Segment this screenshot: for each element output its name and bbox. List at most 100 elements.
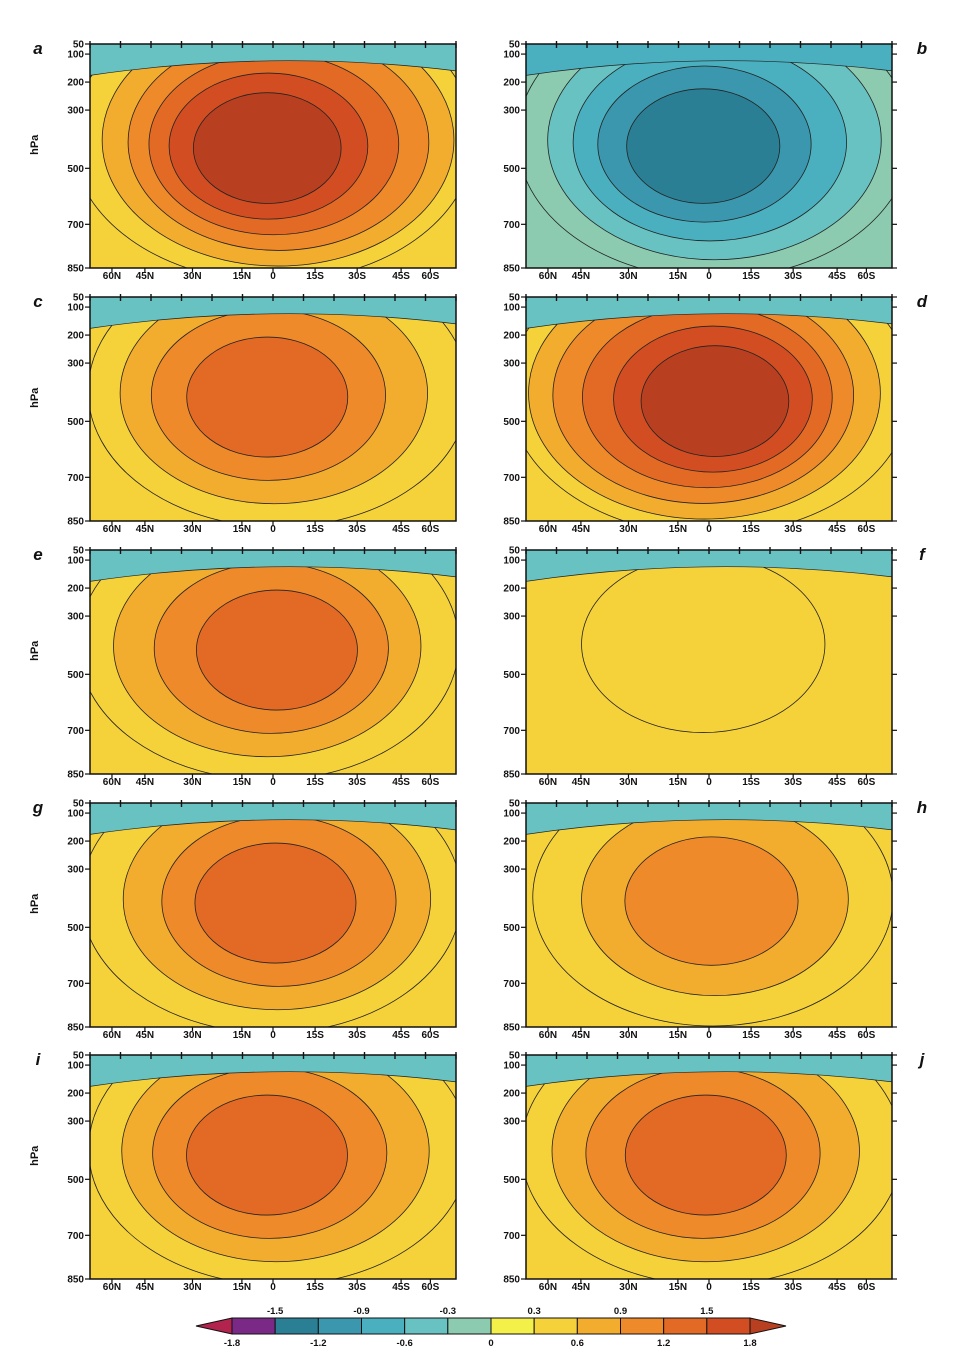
panel-letter: h [917, 798, 927, 817]
panel-letter: i [36, 1050, 42, 1069]
colorbar-upper-label: -0.3 [440, 1306, 456, 1317]
x-tick-label: 60S [857, 777, 875, 788]
x-tick-label: 15N [233, 524, 251, 535]
x-tick-label: 60N [539, 1282, 557, 1293]
panel-j-top-band [526, 1055, 892, 1087]
x-tick-label: 60S [421, 271, 439, 282]
x-tick-label: 30N [619, 1282, 637, 1293]
x-tick-label: 45S [392, 524, 410, 535]
y-tick-label: 850 [503, 1275, 520, 1286]
x-tick-label: 15S [742, 1282, 760, 1293]
panel-e-contour [196, 589, 358, 711]
x-tick-label: 15S [306, 1030, 324, 1041]
y-axis-title: hPa [29, 387, 41, 408]
x-tick-label: 0 [706, 1282, 712, 1293]
x-tick-label: 15N [233, 1282, 251, 1293]
y-tick-label: 300 [67, 865, 84, 876]
x-tick-label: 0 [270, 1282, 276, 1293]
y-tick-label: 500 [503, 1175, 520, 1186]
x-tick-label: 45S [392, 1030, 410, 1041]
x-tick-label: 60S [421, 524, 439, 535]
x-tick-label: 15N [233, 271, 251, 282]
x-tick-label: 30S [784, 777, 802, 788]
x-tick-label: 60S [421, 1282, 439, 1293]
y-tick-label: 100 [67, 556, 84, 567]
y-axis-title: hPa [29, 893, 41, 914]
x-tick-label: 30N [183, 524, 201, 535]
y-tick-label: 100 [67, 1061, 84, 1072]
y-tick-label: 850 [503, 1023, 520, 1034]
y-tick-label: 300 [503, 865, 520, 876]
panel-i-contour [186, 1094, 348, 1216]
y-tick-label: 50 [509, 40, 521, 51]
panel-f-top-band [526, 550, 892, 582]
x-tick-label: 30S [348, 1030, 366, 1041]
x-tick-label: 30N [183, 1030, 201, 1041]
y-tick-label: 300 [503, 106, 520, 117]
x-tick-label: 60S [857, 1282, 875, 1293]
x-tick-label: 45N [136, 524, 154, 535]
x-tick-label: 45S [392, 1282, 410, 1293]
y-tick-label: 100 [503, 809, 520, 820]
y-tick-label: 200 [503, 331, 520, 342]
panel-f-contour [581, 555, 826, 733]
x-tick-label: 45N [136, 777, 154, 788]
x-tick-label: 45S [828, 271, 846, 282]
y-tick-label: 500 [67, 923, 84, 934]
y-tick-label: 500 [67, 417, 84, 428]
x-tick-label: 15S [306, 777, 324, 788]
y-tick-label: 100 [503, 303, 520, 314]
panel-letter: a [33, 39, 42, 58]
y-axis-title: hPa [29, 640, 41, 661]
x-tick-label: 30S [784, 271, 802, 282]
y-tick-label: 50 [73, 293, 85, 304]
panel-j-contour [624, 1094, 787, 1216]
panel-c-top-band [90, 297, 456, 329]
x-tick-label: 15N [669, 271, 687, 282]
x-tick-label: 30S [784, 1030, 802, 1041]
colorbar-swatch [317, 1317, 363, 1335]
colorbar-max-arrow [749, 1317, 787, 1335]
colorbar-min-arrow [195, 1317, 233, 1335]
y-tick-label: 700 [67, 473, 84, 484]
x-tick-label: 30N [619, 1030, 637, 1041]
x-tick-label: 45S [828, 1282, 846, 1293]
y-tick-label: 200 [67, 78, 84, 89]
x-tick-label: 0 [270, 1030, 276, 1041]
y-tick-label: 500 [503, 670, 520, 681]
x-tick-label: 45N [136, 271, 154, 282]
y-tick-label: 200 [503, 837, 520, 848]
x-tick-label: 45S [392, 777, 410, 788]
y-tick-label: 300 [67, 1117, 84, 1128]
y-tick-label: 700 [503, 473, 520, 484]
x-tick-label: 60S [857, 1030, 875, 1041]
y-tick-label: 500 [503, 164, 520, 175]
y-tick-label: 100 [67, 50, 84, 61]
panel-c-contour [186, 336, 349, 458]
panel-g-top-band [90, 803, 456, 835]
panel-letter: d [917, 292, 928, 311]
x-tick-label: 30N [619, 271, 637, 282]
y-tick-label: 100 [67, 809, 84, 820]
x-tick-label: 60N [103, 524, 121, 535]
x-tick-label: 30S [348, 1282, 366, 1293]
x-tick-label: 15S [306, 271, 324, 282]
y-tick-label: 200 [67, 1089, 84, 1100]
panel-g-contour [194, 842, 357, 964]
panel-letter: g [32, 798, 44, 817]
x-tick-label: 60N [539, 777, 557, 788]
x-tick-label: 15N [669, 524, 687, 535]
colorbar-swatch [490, 1317, 535, 1335]
colorbar-swatch [576, 1317, 621, 1335]
x-tick-label: 30N [183, 271, 201, 282]
y-tick-label: 50 [73, 799, 85, 810]
y-tick-label: 500 [503, 923, 520, 934]
colorbar-swatch [231, 1317, 276, 1335]
x-tick-label: 60N [103, 271, 121, 282]
x-tick-label: 45S [828, 1030, 846, 1041]
y-tick-label: 200 [503, 78, 520, 89]
x-tick-label: 30S [784, 1282, 802, 1293]
